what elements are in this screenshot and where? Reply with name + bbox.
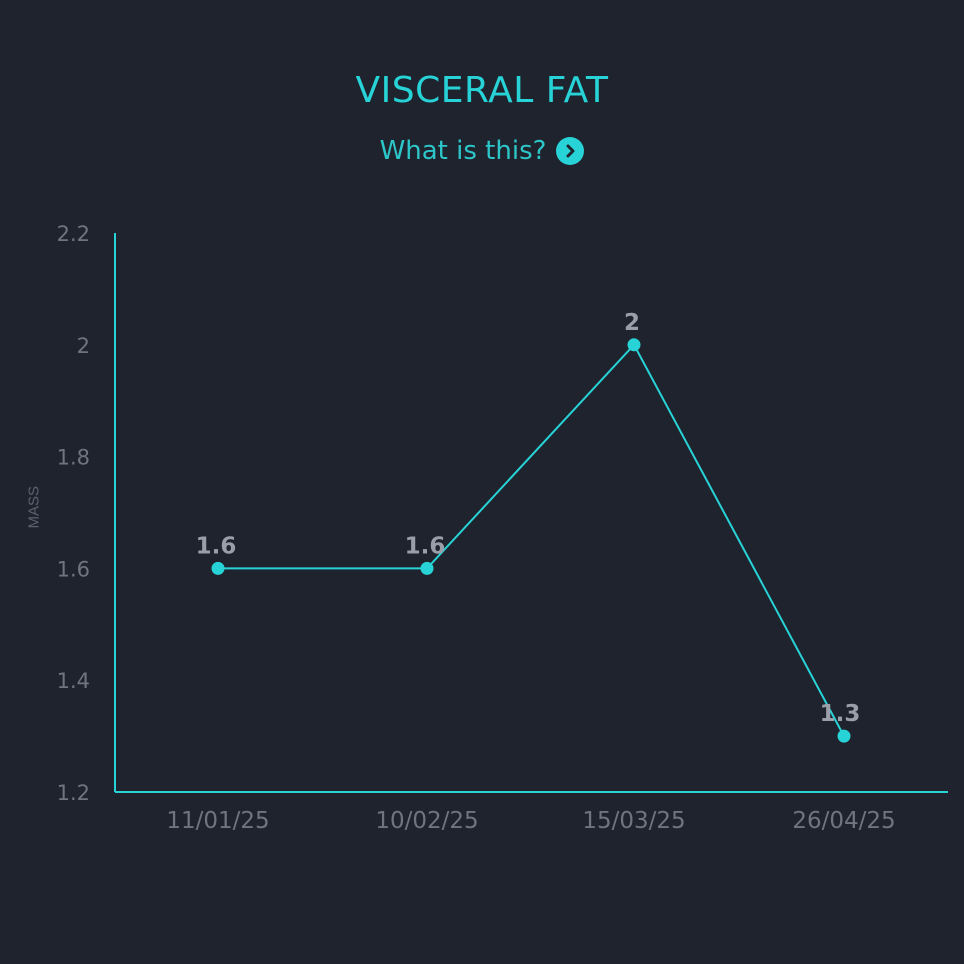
y-tick-label: 1.6: [57, 557, 90, 581]
what-is-this-link[interactable]: What is this?: [0, 136, 964, 166]
x-tick-label: 10/02/25: [375, 808, 478, 834]
chevron-right-circle-icon[interactable]: [556, 137, 585, 165]
y-tick-label: 1.4: [57, 669, 90, 693]
data-point[interactable]: [627, 338, 641, 352]
chevron-right-glyph: [566, 144, 575, 158]
y-tick-label: 2: [77, 334, 90, 358]
what-is-this-label: What is this?: [379, 136, 547, 166]
y-tick-labels: 1.2 1.4 1.6 1.8 2 2.2: [57, 222, 90, 805]
series-polyline: [218, 343, 845, 737]
y-tick-label: 2.2: [57, 222, 90, 246]
x-tick-labels: 11/01/25 10/02/25 15/03/25 26/04/25: [166, 808, 895, 834]
data-point[interactable]: [837, 729, 851, 743]
series-line: [218, 343, 845, 737]
y-tick-label: 1.8: [57, 446, 90, 470]
y-tick-label: 1.2: [57, 781, 90, 805]
data-label: 1.6: [405, 533, 446, 559]
data-label: 1.6: [196, 533, 237, 559]
x-tick-label: 26/04/25: [792, 808, 895, 834]
data-label: 2: [624, 310, 640, 336]
chart-axes: [114, 233, 948, 793]
x-tick-label: 11/01/25: [166, 808, 269, 834]
data-label: 1.3: [820, 701, 861, 727]
chart-title: VISCERAL FAT: [355, 70, 609, 111]
data-labels: 1.6 1.6 2 1.3: [196, 310, 861, 727]
data-point[interactable]: [211, 561, 225, 575]
data-point[interactable]: [420, 561, 434, 575]
data-points: [211, 338, 851, 743]
x-tick-label: 15/03/25: [582, 808, 685, 834]
